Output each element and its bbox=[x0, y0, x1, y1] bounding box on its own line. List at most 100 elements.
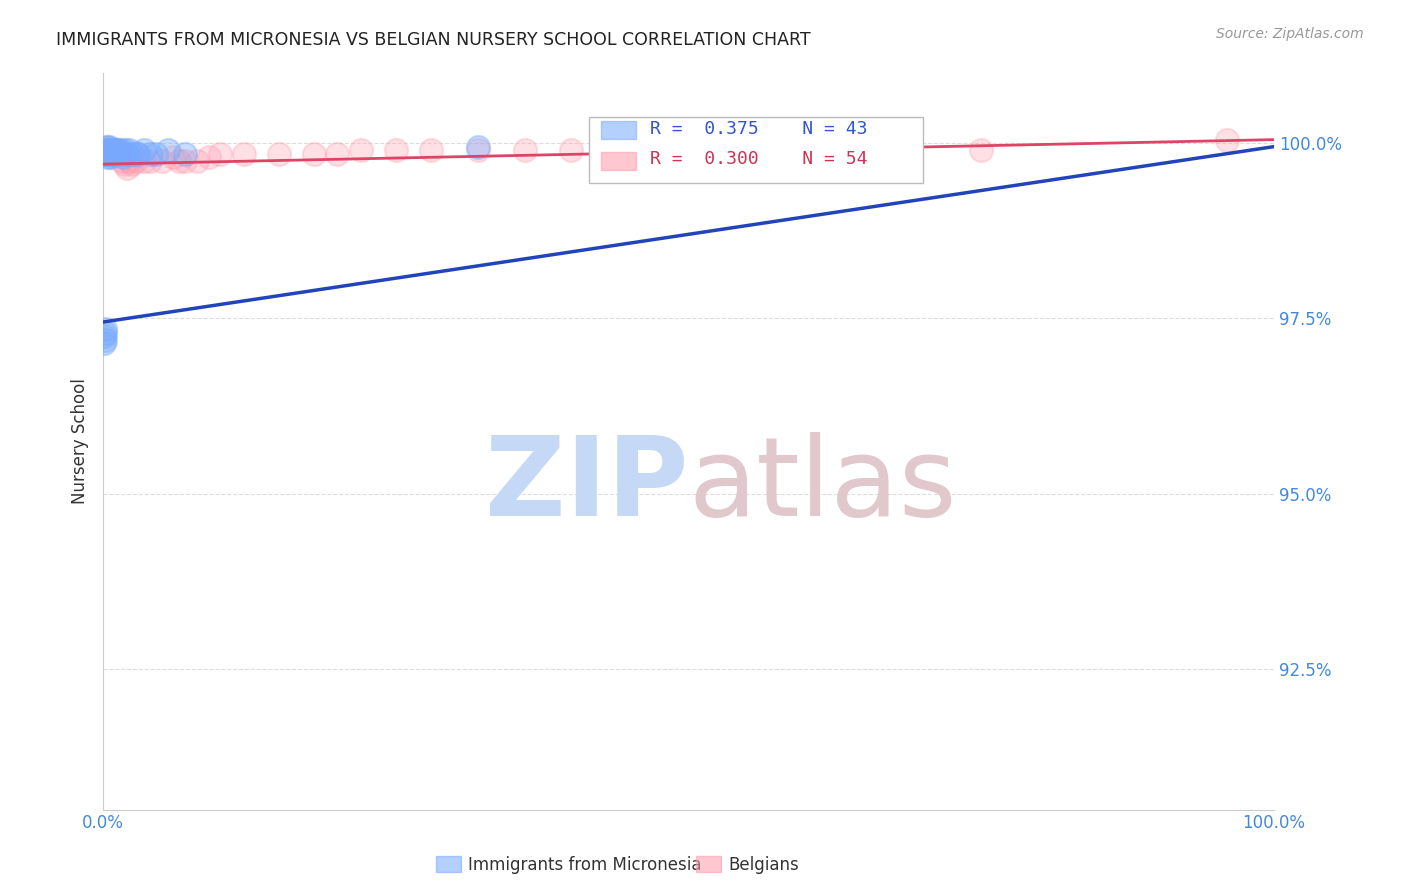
Text: Belgians: Belgians bbox=[728, 856, 799, 874]
Point bbox=[139, 153, 162, 168]
Point bbox=[118, 143, 141, 157]
Y-axis label: Nursery School: Nursery School bbox=[72, 378, 89, 504]
Point bbox=[105, 143, 128, 157]
Point bbox=[98, 143, 121, 157]
Point bbox=[121, 146, 143, 161]
Point bbox=[98, 143, 121, 157]
Point bbox=[326, 146, 349, 161]
Bar bbox=[600, 120, 636, 139]
Point bbox=[103, 146, 125, 161]
Point bbox=[112, 146, 135, 161]
Point bbox=[139, 146, 162, 161]
Point bbox=[104, 143, 127, 157]
Point bbox=[513, 143, 536, 157]
Point bbox=[156, 143, 179, 157]
Point bbox=[115, 161, 138, 175]
Point bbox=[794, 143, 817, 157]
Point bbox=[94, 333, 117, 347]
Point bbox=[98, 146, 121, 161]
Point bbox=[101, 146, 124, 161]
Point bbox=[94, 143, 117, 157]
Point bbox=[97, 146, 120, 161]
Point bbox=[105, 146, 128, 161]
Text: Immigrants from Micronesia: Immigrants from Micronesia bbox=[468, 856, 702, 874]
Point bbox=[174, 146, 197, 161]
Point bbox=[100, 146, 122, 161]
Point bbox=[96, 143, 118, 157]
Point bbox=[209, 146, 232, 161]
FancyBboxPatch shape bbox=[589, 117, 922, 184]
Point bbox=[121, 157, 143, 171]
Point bbox=[678, 143, 700, 157]
Text: IMMIGRANTS FROM MICRONESIA VS BELGIAN NURSERY SCHOOL CORRELATION CHART: IMMIGRANTS FROM MICRONESIA VS BELGIAN NU… bbox=[56, 31, 811, 49]
Point bbox=[97, 150, 120, 164]
Point bbox=[127, 146, 149, 161]
Point bbox=[302, 146, 325, 161]
Point bbox=[96, 146, 118, 161]
Point bbox=[197, 150, 219, 164]
Point bbox=[93, 336, 115, 351]
Point bbox=[174, 153, 197, 168]
Point bbox=[94, 146, 117, 161]
Point bbox=[150, 153, 173, 168]
Text: atlas: atlas bbox=[689, 432, 957, 539]
Point bbox=[267, 146, 290, 161]
Point bbox=[132, 143, 155, 157]
Point bbox=[98, 146, 121, 161]
Point bbox=[103, 146, 125, 161]
Point bbox=[162, 150, 184, 164]
Text: ZIP: ZIP bbox=[485, 432, 689, 539]
Point bbox=[560, 143, 582, 157]
Point bbox=[114, 143, 136, 157]
Text: R =  0.300    N = 54: R = 0.300 N = 54 bbox=[650, 150, 868, 169]
Text: Source: ZipAtlas.com: Source: ZipAtlas.com bbox=[1216, 27, 1364, 41]
Point bbox=[110, 146, 132, 161]
Bar bbox=[600, 152, 636, 170]
Point bbox=[98, 139, 121, 153]
Point bbox=[970, 143, 993, 157]
Point bbox=[350, 143, 373, 157]
Point bbox=[105, 146, 128, 161]
Point bbox=[232, 146, 254, 161]
Point bbox=[115, 146, 138, 161]
Point bbox=[145, 146, 167, 161]
Point bbox=[125, 146, 148, 161]
Point bbox=[1216, 133, 1239, 147]
Point bbox=[127, 146, 149, 161]
Point bbox=[98, 143, 121, 157]
Point bbox=[97, 146, 120, 161]
Point bbox=[467, 139, 489, 153]
Point bbox=[93, 139, 115, 153]
Point bbox=[93, 329, 115, 343]
Point bbox=[101, 143, 124, 157]
Point bbox=[96, 139, 118, 153]
Point bbox=[125, 153, 148, 168]
Point bbox=[112, 150, 135, 164]
Point bbox=[107, 143, 129, 157]
Point bbox=[94, 322, 117, 336]
Point bbox=[98, 143, 121, 157]
Point bbox=[105, 143, 128, 157]
Point bbox=[98, 146, 121, 161]
Point bbox=[118, 153, 141, 168]
Point bbox=[111, 153, 134, 168]
Point bbox=[101, 146, 124, 161]
Point bbox=[98, 150, 121, 164]
Point bbox=[112, 157, 135, 171]
Point bbox=[98, 146, 121, 161]
Point bbox=[97, 143, 120, 157]
Point bbox=[467, 143, 489, 157]
Point bbox=[107, 146, 129, 161]
Point bbox=[420, 143, 443, 157]
Point bbox=[100, 143, 122, 157]
Point bbox=[104, 143, 127, 157]
Point bbox=[110, 143, 132, 157]
Point bbox=[98, 146, 121, 161]
Point bbox=[167, 153, 190, 168]
Point bbox=[96, 146, 118, 161]
Point bbox=[101, 143, 124, 157]
Point bbox=[104, 146, 127, 161]
Point bbox=[186, 153, 208, 168]
Point bbox=[104, 146, 127, 161]
Point bbox=[132, 153, 155, 168]
